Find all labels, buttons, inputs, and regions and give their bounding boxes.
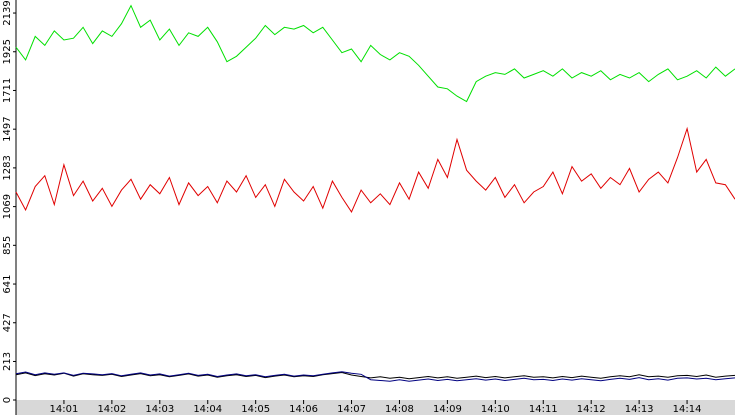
x-tick-label: 14:02	[97, 404, 126, 415]
y-tick-label: 1069	[2, 194, 13, 219]
x-tick-label: 14:14	[673, 404, 702, 415]
x-axis-strip	[16, 400, 735, 415]
y-tick-label: 855	[2, 236, 13, 255]
x-tick-label: 14:01	[50, 404, 79, 415]
y-tick-label: 1925	[2, 39, 13, 64]
y-tick-label: 1711	[2, 78, 13, 103]
x-tick-label: 14:13	[625, 404, 654, 415]
y-tick-label: 0	[2, 397, 13, 403]
x-tick-label: 14:03	[145, 404, 174, 415]
y-tick-label: 2139	[2, 0, 13, 25]
x-tick-label: 14:07	[337, 404, 366, 415]
series-line	[15, 4, 735, 103]
x-tick-label: 14:04	[193, 404, 222, 415]
y-tick-label: 213	[2, 352, 13, 371]
y-tick-label: 1497	[2, 116, 13, 141]
x-tick-label: 14:10	[481, 404, 510, 415]
x-tick-label: 14:09	[433, 404, 462, 415]
y-tick-label: 427	[2, 313, 13, 332]
series-line	[15, 371, 735, 380]
x-tick-label: 14:08	[385, 404, 414, 415]
series-line	[15, 371, 735, 382]
x-tick-label: 14:11	[529, 404, 558, 415]
x-tick-label: 14:05	[241, 404, 270, 415]
series-line	[15, 126, 735, 213]
x-tick-label: 14:12	[577, 404, 606, 415]
y-tick-label: 641	[2, 274, 13, 293]
x-tick-label: 14:06	[289, 404, 318, 415]
y-tick-label: 1283	[2, 155, 13, 180]
